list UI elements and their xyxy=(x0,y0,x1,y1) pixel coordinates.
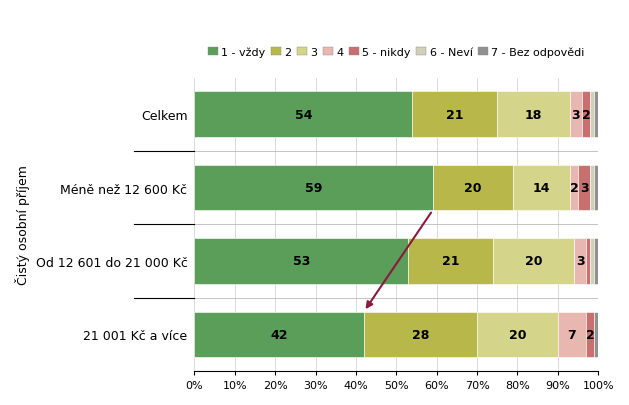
Legend: 1 - vždy, 2, 3, 4, 5 - nikdy, 6 - Neví, 7 - Bez odpovědi: 1 - vždy, 2, 3, 4, 5 - nikdy, 6 - Neví, … xyxy=(207,46,586,58)
Y-axis label: Čistý osobní příjem: Čistý osobní příjem xyxy=(15,165,30,284)
Bar xyxy=(194,312,364,357)
Bar xyxy=(586,312,594,357)
Bar xyxy=(594,92,598,138)
Bar xyxy=(594,165,598,211)
Text: 21: 21 xyxy=(446,109,464,122)
Bar xyxy=(582,92,590,138)
Text: 20: 20 xyxy=(525,255,542,268)
Text: 20: 20 xyxy=(509,328,526,341)
Bar xyxy=(590,239,594,284)
Bar xyxy=(594,239,598,284)
Text: 21: 21 xyxy=(442,255,460,268)
Text: 3: 3 xyxy=(576,255,584,268)
Bar xyxy=(586,239,590,284)
Bar xyxy=(594,312,598,357)
Text: 59: 59 xyxy=(305,181,322,194)
Text: 2: 2 xyxy=(582,109,591,122)
Bar xyxy=(570,92,582,138)
Bar xyxy=(477,312,558,357)
Text: 53: 53 xyxy=(292,255,310,268)
Text: 3: 3 xyxy=(572,109,581,122)
Text: 14: 14 xyxy=(533,181,550,194)
Text: 2: 2 xyxy=(570,181,578,194)
Bar xyxy=(578,165,590,211)
Bar xyxy=(433,165,513,211)
Text: 2: 2 xyxy=(586,328,594,341)
Bar xyxy=(590,92,594,138)
Text: 28: 28 xyxy=(412,328,429,341)
Bar xyxy=(574,239,586,284)
Bar xyxy=(194,92,413,138)
Bar xyxy=(590,165,594,211)
Bar xyxy=(194,165,433,211)
Bar xyxy=(558,312,586,357)
Text: 54: 54 xyxy=(294,109,312,122)
Bar xyxy=(194,239,408,284)
Text: 7: 7 xyxy=(567,328,576,341)
Text: 42: 42 xyxy=(270,328,288,341)
Bar xyxy=(513,165,570,211)
Bar xyxy=(408,239,493,284)
Bar xyxy=(364,312,477,357)
Text: 18: 18 xyxy=(525,109,542,122)
Bar xyxy=(498,92,570,138)
Text: 20: 20 xyxy=(464,181,482,194)
Bar xyxy=(493,239,574,284)
Text: 3: 3 xyxy=(580,181,588,194)
Bar xyxy=(413,92,498,138)
Bar xyxy=(570,165,578,211)
